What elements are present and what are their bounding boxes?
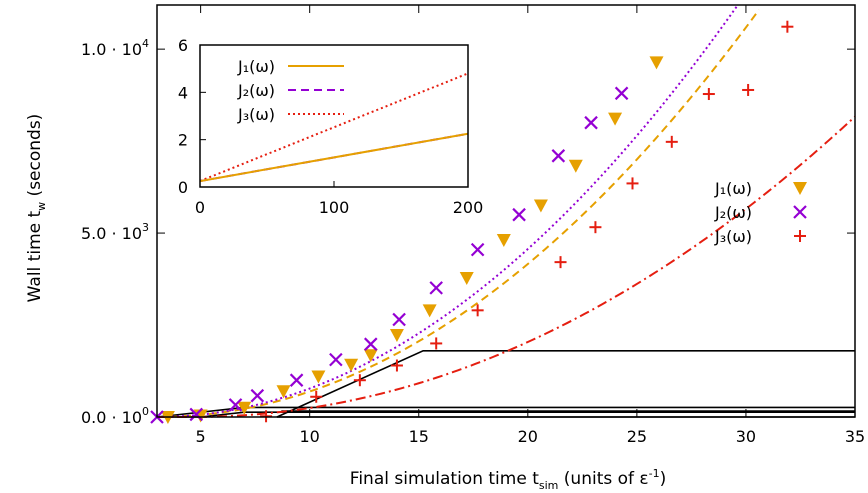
inset-plot: 0 100 200 0 2 4 6 J₁(ω) J₂(ω) J₃(ω) <box>178 36 483 217</box>
inset-legend-label: J₂(ω) <box>237 81 275 100</box>
inset-y-tick-label: 4 <box>178 83 188 102</box>
data-point <box>189 407 204 422</box>
data-point <box>568 159 583 173</box>
x-axis-label: Final simulation time tsim (units of ε-1… <box>350 467 666 492</box>
data-point <box>665 135 678 148</box>
data-point <box>551 149 566 163</box>
inset-legend-label: J₁(ω) <box>237 57 275 76</box>
inset-x-tick-label: 200 <box>453 198 484 217</box>
data-point <box>392 312 406 327</box>
inset-line <box>199 132 469 183</box>
x-tick-label: 35 <box>845 427 865 446</box>
inset-y-tick-label: 2 <box>178 131 188 150</box>
legend-label: J₃(ω) <box>714 227 752 246</box>
data-point <box>289 373 304 387</box>
data-point <box>329 352 343 367</box>
data-point <box>344 358 359 372</box>
data-point <box>584 115 598 130</box>
data-point <box>459 271 474 285</box>
plot-frame <box>156 4 856 418</box>
fit-curve <box>157 115 856 418</box>
legend-label: J₂(ω) <box>714 203 752 222</box>
data-point <box>429 281 443 295</box>
data-point <box>276 385 291 399</box>
data-point <box>363 337 378 351</box>
inset-line <box>199 72 469 183</box>
inset-x-tick-label: 0 <box>195 198 205 217</box>
x-tick-label: 15 <box>409 427 429 446</box>
data-point <box>363 349 378 363</box>
data-point <box>228 398 243 412</box>
data-point <box>310 390 323 403</box>
envelope-line <box>276 349 855 418</box>
legend-marker <box>793 205 807 219</box>
data-point <box>389 328 404 342</box>
inset-x-tick-label: 100 <box>319 198 350 217</box>
inset-y-tick-label: 6 <box>178 36 188 55</box>
data-point <box>512 207 526 222</box>
data-point <box>554 256 567 269</box>
x-tick-label: 25 <box>627 427 647 446</box>
data-point <box>608 112 623 126</box>
x-tick-label: 5 <box>196 427 206 446</box>
data-point <box>422 304 437 318</box>
data-point <box>626 177 639 190</box>
data-point <box>250 388 265 403</box>
data-point <box>533 199 548 213</box>
inset-legend-label: J₃(ω) <box>237 105 275 124</box>
data-point <box>237 401 252 415</box>
x-tick-label: 10 <box>300 427 320 446</box>
legend-marker <box>793 182 807 195</box>
data-point <box>353 374 366 387</box>
legend: J₁(ω) J₂(ω) J₃(ω) <box>714 179 807 246</box>
data-point <box>311 370 326 384</box>
y-tick-label: 0.0 · 100 <box>81 405 149 427</box>
inset-frame <box>199 44 469 188</box>
data-point <box>470 242 485 257</box>
data-point <box>702 88 715 101</box>
legend-marker <box>794 230 806 242</box>
data-point <box>430 337 443 350</box>
legend-label: J₁(ω) <box>714 179 752 198</box>
x-tick-label: 30 <box>736 427 756 446</box>
inset-y-tick-label: 0 <box>178 178 188 197</box>
inset-background <box>200 45 468 187</box>
data-point <box>649 56 664 70</box>
data-point <box>496 234 511 248</box>
data-point <box>589 221 602 234</box>
data-point <box>471 304 484 317</box>
x-tick-label: 20 <box>518 427 538 446</box>
data-point <box>781 20 794 33</box>
y-axis-label: Wall time tw (seconds) <box>25 114 48 303</box>
data-point <box>614 86 629 101</box>
y-tick-label: 1.0 · 104 <box>81 37 149 59</box>
y-tick-label: 5.0 · 103 <box>81 221 149 243</box>
data-point <box>390 359 403 372</box>
data-point <box>742 83 755 96</box>
